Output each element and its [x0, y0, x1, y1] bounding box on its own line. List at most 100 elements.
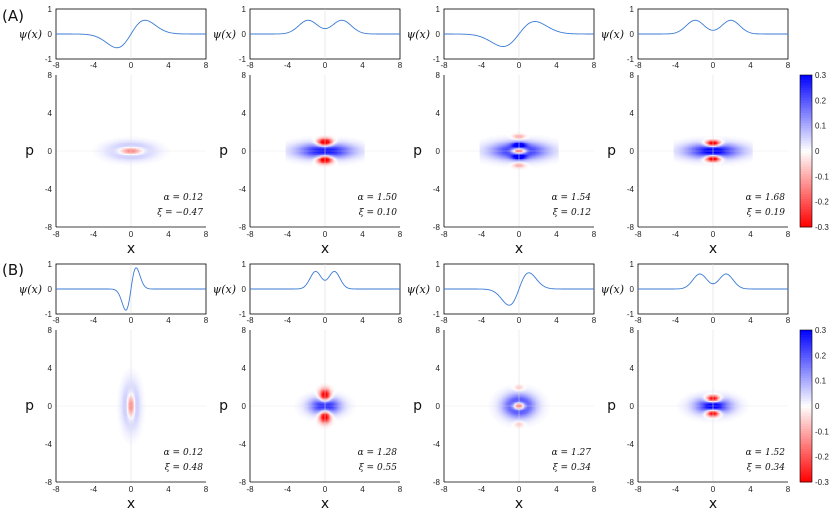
wigner-cell [699, 153, 702, 156]
wigner-cell [490, 141, 492, 144]
wigner-cell [701, 161, 703, 164]
wigner-cell [349, 156, 352, 158]
wigner-cell [342, 140, 344, 142]
wigner-cell [334, 139, 336, 141]
wigner-cell [517, 144, 520, 146]
wigner-cell [525, 136, 528, 138]
wigner-cell [540, 143, 542, 145]
wigner-cell [293, 145, 296, 148]
wigner-cell [682, 143, 685, 145]
wigner-cell [741, 154, 744, 157]
wigner-cell [555, 153, 558, 156]
wigner-cell [100, 144, 103, 146]
wigner-cell [709, 153, 711, 156]
colorbar-swatch [800, 176, 812, 180]
wigner-cell [526, 153, 529, 156]
wigner-cell [736, 156, 739, 158]
wigner-cell [155, 144, 158, 146]
wigner-cell [319, 144, 322, 146]
wigner-cell [313, 151, 315, 153]
wigner-cell [728, 157, 731, 160]
wigner-cell [330, 165, 332, 168]
wigner-cell [129, 160, 132, 162]
wigner-cell [153, 149, 155, 152]
wigner-cell [550, 137, 553, 140]
wigner-cell [352, 161, 355, 164]
wigner-cell [512, 141, 515, 144]
wigner-cell [722, 145, 724, 148]
wigner-cell [521, 135, 524, 137]
wigner-cell [353, 162, 356, 165]
wigner-cell [290, 160, 293, 162]
wigner-cell [703, 147, 706, 149]
wigner-cell [343, 141, 345, 144]
wigner-cell [92, 151, 95, 153]
wigner-cell [526, 149, 529, 152]
wigner-cell [730, 144, 732, 146]
wigner-cell [705, 136, 707, 138]
wigner-cell [533, 162, 536, 165]
wigner-cell [724, 157, 727, 160]
wigner-cell [325, 135, 327, 137]
wigner-cell [731, 156, 733, 158]
wigner-cell [688, 160, 690, 162]
wigner-cell [695, 153, 698, 156]
wigner-cell [549, 141, 551, 144]
wigner-cell [330, 149, 332, 152]
colorbar-swatch [800, 113, 812, 116]
wigner-cell [500, 151, 503, 153]
wigner-cell [293, 158, 296, 161]
wigner-cell [553, 161, 555, 164]
wigner-cell [720, 156, 723, 158]
wigner-cell [309, 158, 311, 161]
wigner-cell [686, 161, 689, 164]
wigner-cell [302, 160, 305, 162]
wigner-cell [310, 136, 313, 138]
wave-y-tick: -1 [627, 55, 635, 64]
wigner-cell [482, 144, 484, 146]
wigner-cell [483, 143, 486, 145]
wigner-cell [540, 140, 542, 142]
wigner-cell [688, 154, 690, 157]
wigner-cell [322, 152, 324, 154]
wigner-cell [710, 160, 712, 162]
wigner-cell [682, 158, 685, 161]
wigner-cell [137, 145, 140, 148]
wigner-cell [317, 162, 319, 165]
wigner-cell [496, 147, 499, 149]
wigner-cell [116, 139, 119, 141]
wigner-cell [301, 161, 303, 164]
wigner-cell [351, 152, 353, 154]
wigner-cell [688, 152, 690, 154]
wigner-cell [538, 143, 541, 145]
wigner-cell [140, 160, 142, 162]
wigner-cell [505, 165, 508, 168]
wigner-cell [328, 144, 331, 146]
psi-axis-label: ψ(x) [407, 28, 430, 41]
wigner-cell [146, 151, 149, 153]
wigner-cell [128, 156, 130, 158]
wigner-cell [301, 139, 303, 141]
wigner-cell [710, 152, 712, 154]
wigner-cell [511, 154, 513, 157]
wigner-cell [347, 139, 349, 141]
wigner-cell [314, 153, 317, 156]
wigner-cell [340, 140, 343, 142]
wigner-cell [338, 148, 340, 150]
wigner-cell [507, 156, 509, 158]
wigner-cell [541, 160, 543, 162]
wigner-cell [146, 160, 149, 162]
wigner-cell [104, 152, 107, 154]
wigner-cell [702, 156, 705, 158]
wigner-cell [705, 143, 707, 145]
wigner-cell [140, 139, 142, 141]
wigner-cell [153, 145, 155, 148]
wigner-cell [155, 147, 158, 149]
wigner-cell [309, 148, 311, 150]
wigner-cell [529, 137, 532, 140]
wave-x-tick: 4 [748, 61, 753, 70]
wigner-cell [522, 166, 525, 169]
wigner-cell [724, 156, 727, 158]
wigner-cell [524, 148, 526, 150]
wigner-cell [313, 152, 315, 154]
